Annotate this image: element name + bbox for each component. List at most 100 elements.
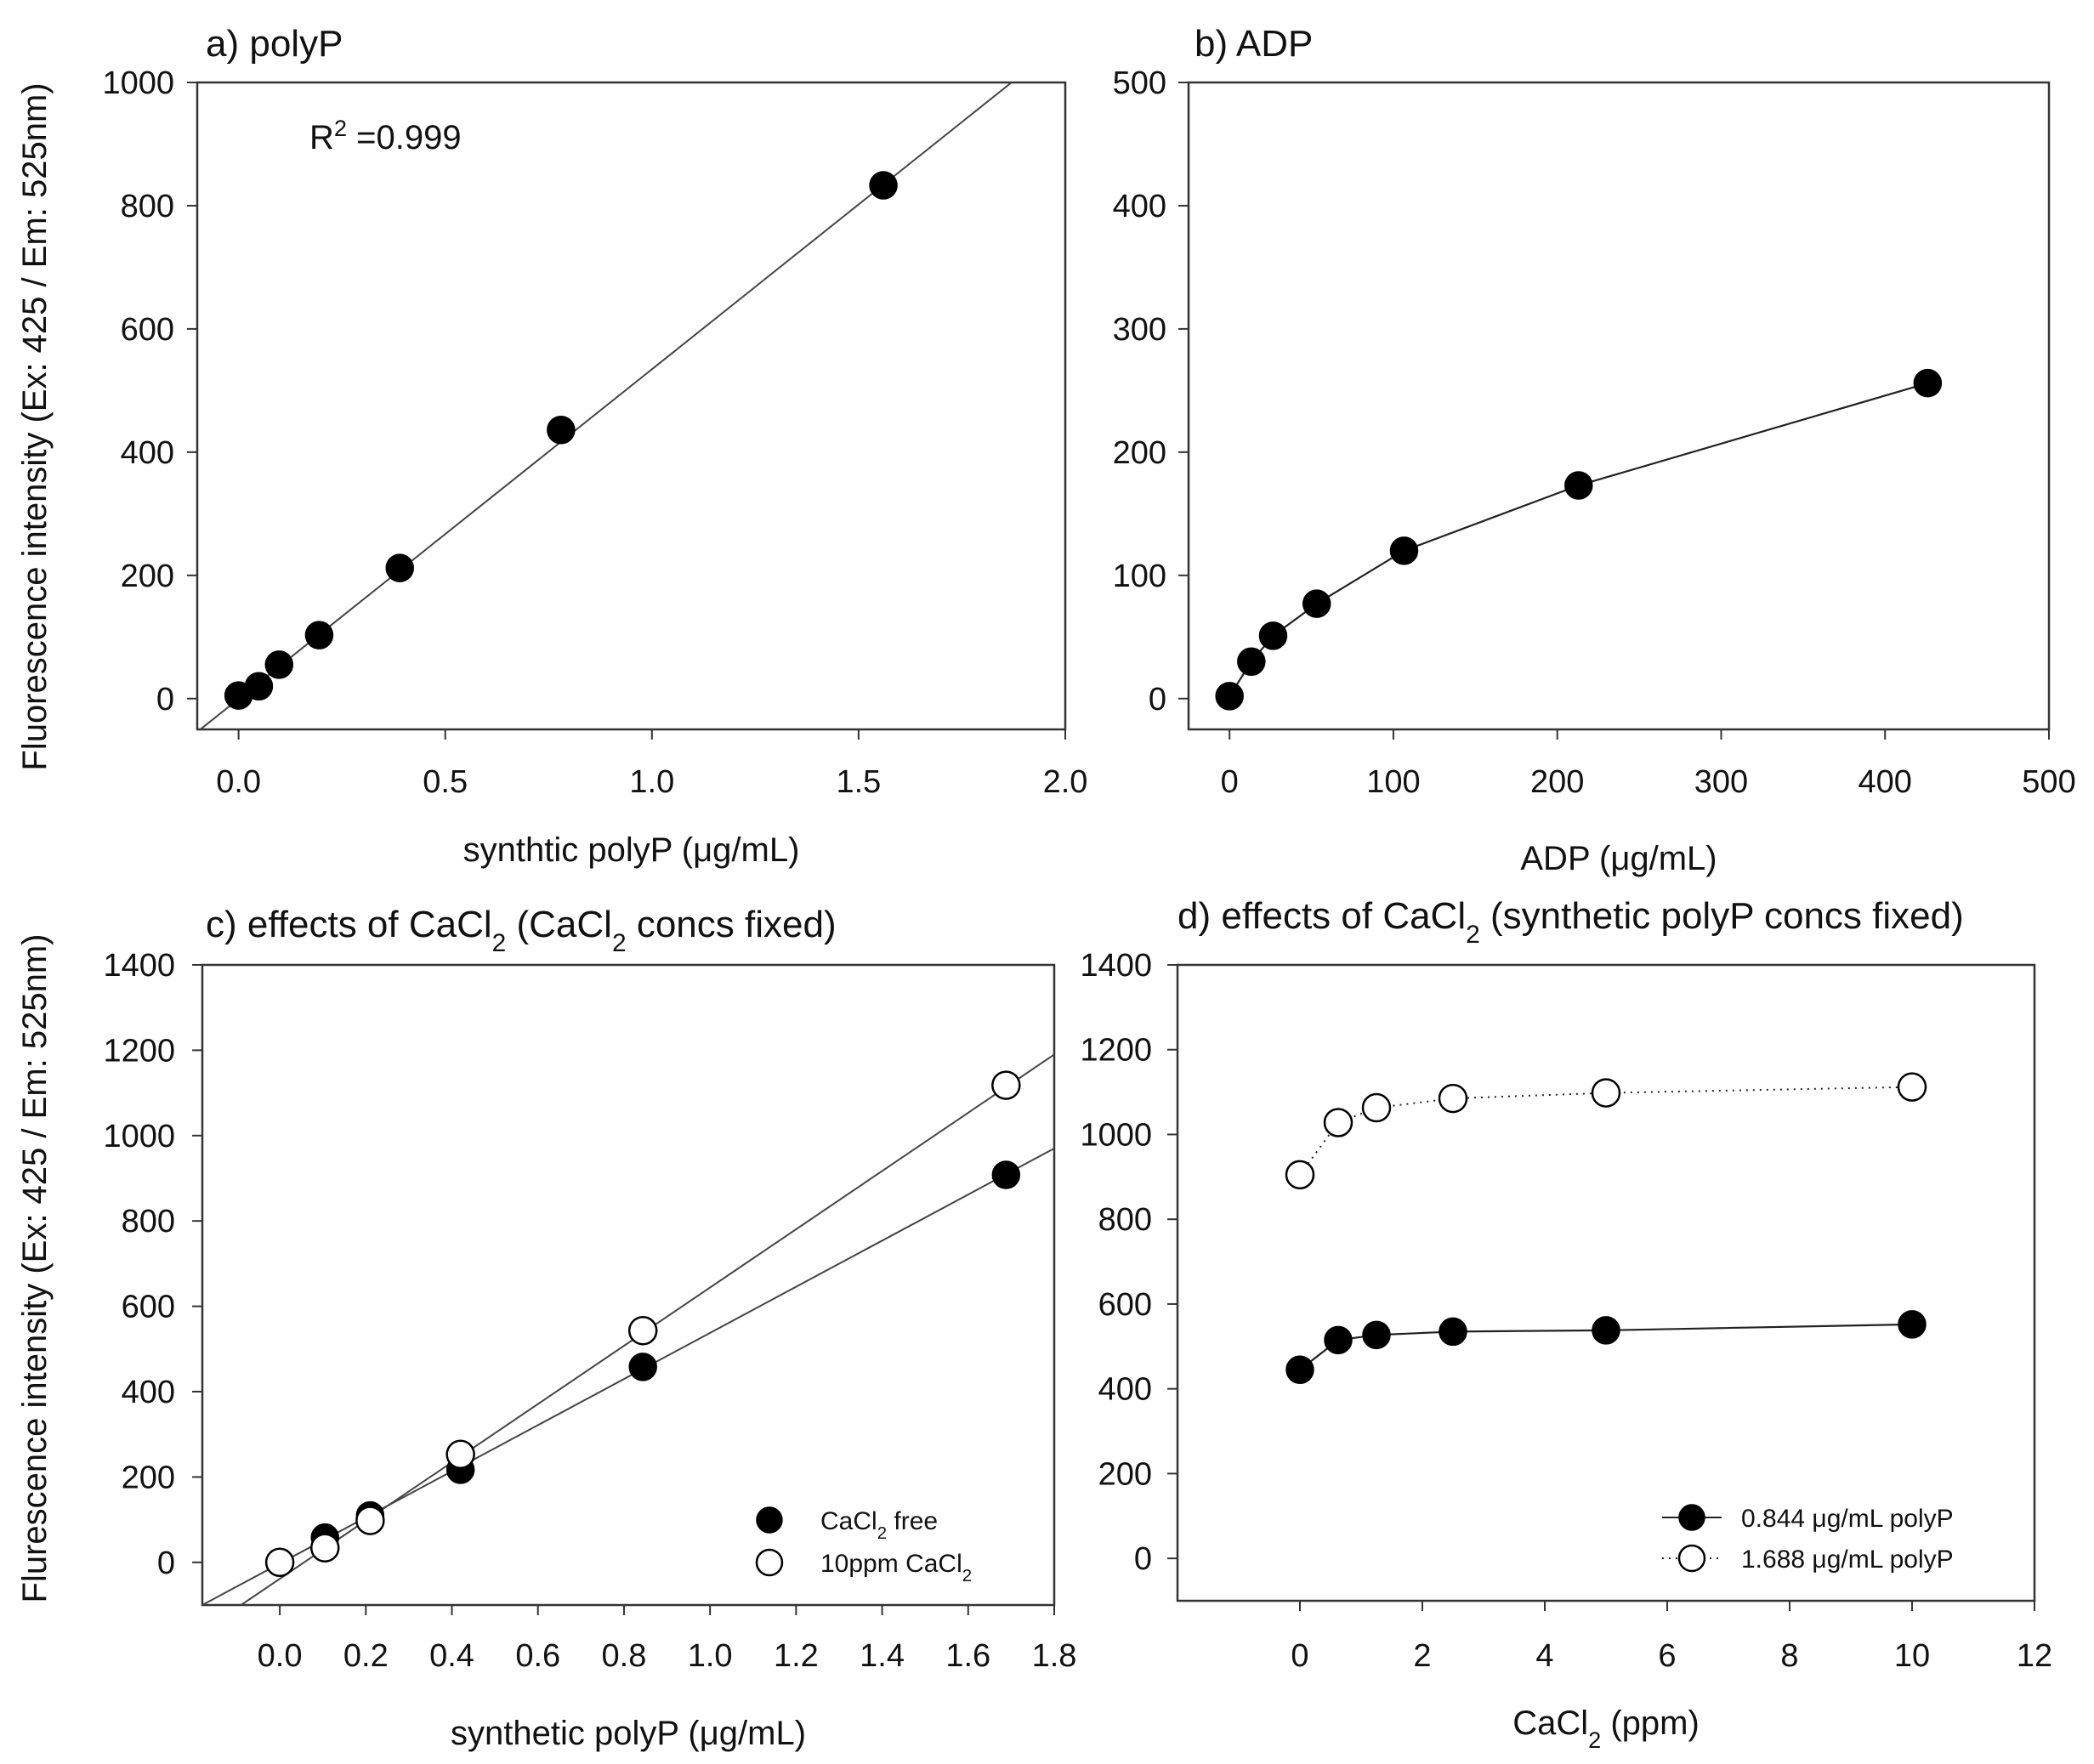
- data-point-a-0: [264, 650, 294, 679]
- y-tick-label-b: 500: [1113, 65, 1166, 101]
- y-tick-label-b: 400: [1113, 189, 1166, 224]
- legend-marker-0: [1678, 1504, 1705, 1531]
- y-tick-label-d: 600: [1098, 1287, 1152, 1323]
- chart-title-c-part-1: 2: [492, 929, 507, 957]
- data-point-c-0: [628, 1353, 657, 1381]
- x-tick-label-a: 1.5: [836, 764, 881, 800]
- x-tick-label-a: 0.0: [216, 764, 261, 800]
- data-point-c-1: [445, 1439, 475, 1470]
- r-squared-annotation-part-0: R: [309, 119, 334, 156]
- data-point-d-1: [1361, 1092, 1392, 1123]
- y-tick-label-d: 1200: [1080, 1033, 1152, 1069]
- legend-label-0: 0.844 μg/mL polyP: [1741, 1505, 1954, 1533]
- x-tick-label-b: 0: [1221, 764, 1239, 800]
- x-tick-label-b: 100: [1366, 764, 1420, 800]
- data-point-c-1: [309, 1533, 340, 1563]
- data-point-d-0: [1324, 1325, 1353, 1355]
- chart-title-c: c) effects of CaCl2 (CaCl2 concs fixed): [206, 904, 837, 957]
- y-tick-label-a: 1000: [102, 65, 174, 101]
- y-tick-label-c: 200: [122, 1460, 175, 1495]
- chart-c: 0.0 0.2 0.4 0.6 0.8 1.0 1.2 1.4 1.6 1.8 0 200 400 600…: [103, 948, 1076, 1752]
- x-axis-label-d-part-1: 2: [1588, 1727, 1601, 1753]
- y-tick-label-d: 1400: [1080, 948, 1152, 984]
- data-point-a-0: [385, 553, 414, 582]
- data-point-d-1: [1438, 1083, 1468, 1114]
- legend-label-1-part-0: 10ppm CaCl: [820, 1550, 962, 1578]
- x-tick-label-b: 300: [1694, 764, 1748, 800]
- x-axis-label-c: synthetic polyP (μg/mL): [451, 1715, 806, 1752]
- x-tick-label-d: 12: [2017, 1638, 2052, 1674]
- legend-label-1: 1.688 μg/mL polyP: [1741, 1546, 1954, 1574]
- y-tick-label-d: 800: [1098, 1202, 1152, 1238]
- chart-title-d: d) effects of CaCl2 (synthetic polyP con…: [1178, 895, 1964, 949]
- x-tick-label-c: 1.8: [1032, 1638, 1077, 1674]
- legend-label-0-part-2: free: [887, 1507, 938, 1535]
- plot-frame-a: [196, 81, 1067, 731]
- y-tick-label-c: 1400: [103, 948, 175, 984]
- y-tick-label-d: 200: [1098, 1456, 1152, 1492]
- data-point-b-0: [1258, 621, 1288, 650]
- x-tick-label-d: 0: [1291, 1638, 1308, 1674]
- x-tick-label-c: 0.0: [258, 1638, 303, 1674]
- legend-label-1-part-1: 2: [962, 1567, 972, 1585]
- y-tick-label-b: 200: [1113, 435, 1166, 471]
- chart-title-d-part-0: d) effects of CaCl: [1178, 895, 1466, 937]
- r-squared-annotation-part-2: =0.999: [347, 119, 462, 156]
- y-tick-label-a: 200: [121, 559, 174, 594]
- data-point-a-0: [869, 171, 898, 200]
- x-tick-label-c: 1.4: [860, 1638, 905, 1674]
- data-point-b-0: [1913, 368, 1943, 398]
- fit-line-c-0: [202, 1147, 1054, 1605]
- data-point-d-1: [1323, 1108, 1353, 1137]
- data-point-d-0: [1285, 1355, 1314, 1384]
- y-axis-label-bottom: Flurescence intensity (Ex: 425 / Em: 525…: [16, 934, 54, 1603]
- data-point-c-1: [991, 1070, 1021, 1100]
- x-tick-label-b: 400: [1858, 764, 1912, 800]
- x-axis-label-d-part-2: (ppm): [1601, 1704, 1700, 1742]
- x-tick-label-d: 8: [1780, 1638, 1798, 1674]
- data-point-b-0: [1237, 647, 1266, 677]
- r-squared-annotation-part-1: 2: [334, 115, 347, 141]
- chart-d: 0 2 4 6 8 10 12 0 200 400 600 800 1000 1200 1400 0.844 …: [1080, 948, 2052, 1674]
- legend-marker-0: [756, 1506, 783, 1534]
- chart-title-c-part-3: 2: [612, 929, 627, 957]
- legend-label-0-part-0: CaCl: [820, 1507, 877, 1535]
- y-tick-label-c: 800: [122, 1204, 175, 1239]
- x-tick-label-c: 0.4: [429, 1638, 474, 1674]
- y-tick-label-a: 400: [121, 435, 174, 471]
- y-tick-label-d: 0: [1134, 1541, 1152, 1577]
- chart-title-c-part-2: (CaCl: [506, 904, 612, 945]
- x-tick-label-d: 4: [1535, 1638, 1553, 1674]
- y-tick-label-c: 400: [122, 1375, 175, 1410]
- x-tick-label-d: 10: [1894, 1638, 1930, 1674]
- x-tick-label-b: 500: [2022, 764, 2075, 800]
- data-point-d-0: [1592, 1316, 1620, 1345]
- x-axis-label-d: CaCl2 (ppm): [1512, 1704, 1700, 1753]
- legend-label-0-part-1: 2: [877, 1524, 887, 1543]
- data-point-a-0: [547, 416, 576, 445]
- legend-label-1: 10ppm CaCl2: [820, 1550, 972, 1585]
- x-tick-label-d: 6: [1658, 1638, 1676, 1674]
- x-tick-label-d: 2: [1413, 1638, 1431, 1674]
- data-point-b-0: [1302, 589, 1331, 618]
- x-tick-label-c: 0.8: [602, 1638, 647, 1674]
- data-point-b-0: [1389, 536, 1419, 565]
- data-point-d-1: [1897, 1072, 1927, 1102]
- data-point-c-1: [264, 1547, 295, 1578]
- chart-title-d-part-1: 2: [1466, 921, 1480, 949]
- x-tick-label-a: 1.0: [629, 764, 674, 800]
- y-tick-label-c: 1200: [103, 1033, 175, 1069]
- data-point-d-1: [1285, 1160, 1315, 1190]
- x-axis-label-d-part-0: CaCl: [1512, 1704, 1588, 1742]
- y-tick-label-c: 1000: [103, 1119, 175, 1154]
- data-point-d-1: [1591, 1078, 1621, 1108]
- series-line-d-1: [1299, 1086, 1913, 1176]
- y-tick-label-d: 400: [1098, 1372, 1152, 1408]
- plot-frame-d: [1176, 963, 2036, 1602]
- x-tick-label-b: 200: [1530, 764, 1584, 800]
- y-tick-label-b: 0: [1149, 682, 1166, 718]
- x-tick-label-c: 0.6: [515, 1638, 560, 1674]
- x-tick-label-c: 0.2: [343, 1638, 389, 1674]
- chart-b: 0 100 200 300 400 500 0 100 200 300 400 500 b) ADP AD…: [1113, 23, 2076, 877]
